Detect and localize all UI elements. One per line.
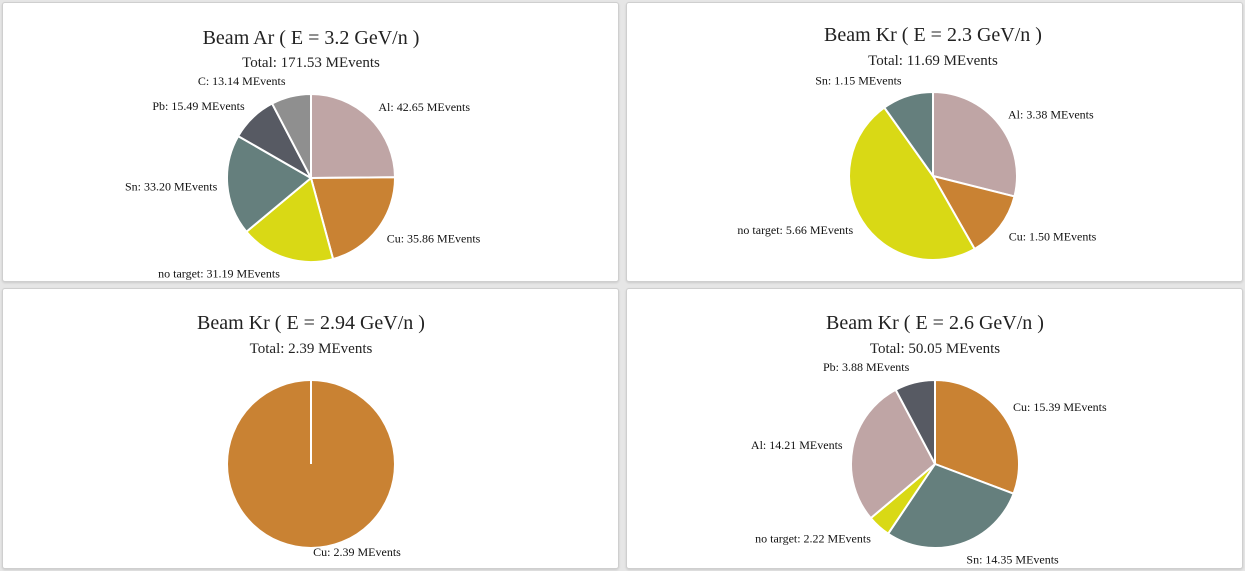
slice-label-al: Al: 14.21 MEvents [751, 438, 843, 452]
slice-label-pb: Pb: 3.88 MEvents [823, 360, 910, 374]
pie-slice-sn[interactable] [883, 91, 934, 177]
slice-label-no-target: no target: 5.66 MEvents [737, 223, 853, 237]
slice-label-no-target: no target: 2.22 MEvents [755, 531, 871, 545]
pie-slice-cu[interactable] [934, 379, 1020, 495]
slice-label-no-target: no target: 31.19 MEvents [158, 266, 280, 280]
pie-slice-sn[interactable] [226, 135, 312, 233]
slice-label-pb: Pb: 15.49 MEvents [152, 99, 245, 113]
chart-panel-3: Beam Kr ( E = 2.6 GeV/n ) Total: 50.05 M… [626, 288, 1243, 569]
pie-slices [848, 91, 1018, 261]
chart-title: Beam Ar ( E = 3.2 GeV/n ) [203, 27, 420, 49]
pie-slice-c[interactable] [271, 93, 312, 179]
chart-panel-2: Beam Kr ( E = 2.94 GeV/n ) Total: 2.39 M… [2, 288, 619, 569]
slice-label-sn: Sn: 1.15 MEvents [815, 74, 902, 88]
pie-slices [226, 379, 396, 549]
chart-title: Beam Kr ( E = 2.3 GeV/n ) [824, 24, 1042, 46]
chart-panel-0: Beam Ar ( E = 3.2 GeV/n ) Total: 171.53 … [2, 2, 619, 282]
pie-slice-no-target[interactable] [245, 177, 335, 263]
pie-chart-1: Beam Kr ( E = 2.3 GeV/n ) Total: 11.69 M… [737, 24, 1097, 261]
slice-label-al: Al: 3.38 MEvents [1008, 108, 1094, 122]
slice-label-sn: Sn: 14.35 MEvents [966, 552, 1059, 566]
chart-subtitle: Total: 11.69 MEvents [868, 53, 998, 69]
pie-labels: Al: 42.65 MEvents Cu: 35.86 MEvents no tar… [125, 74, 481, 280]
slice-label-cu: Cu: 15.39 MEvents [1013, 400, 1107, 414]
slice-label-cu: Cu: 1.50 MEvents [1009, 229, 1097, 243]
chart-subtitle: Total: 50.05 MEvents [870, 341, 1000, 357]
pie-slice-no-target[interactable] [848, 106, 976, 261]
pie-labels: Al: 3.38 MEvents Cu: 1.50 MEvents no targe… [737, 74, 1096, 244]
pie-slice-pb[interactable] [894, 379, 936, 465]
pie-chart-0: Beam Ar ( E = 3.2 GeV/n ) Total: 171.53 … [125, 27, 481, 280]
pie-slice-sn[interactable] [887, 463, 1015, 549]
slice-label-al: Al: 42.65 MEvents [378, 100, 470, 114]
pie-slice-al[interactable] [310, 93, 396, 179]
pie-slices [850, 379, 1020, 549]
pie-labels: Cu: 2.39 MEvents [313, 545, 401, 559]
slice-label-c: C: 13.14 MEvents [198, 74, 286, 88]
pie-chart-3: Beam Kr ( E = 2.6 GeV/n ) Total: 50.05 M… [751, 312, 1107, 566]
pie-slice-al[interactable] [932, 91, 1018, 198]
pie-slice-cu[interactable] [310, 176, 396, 261]
slice-label-cu: Cu: 2.39 MEvents [313, 545, 401, 559]
chart-title: Beam Kr ( E = 2.6 GeV/n ) [826, 312, 1044, 334]
pie-chart-2: Beam Kr ( E = 2.94 GeV/n ) Total: 2.39 M… [197, 312, 425, 559]
slice-label-cu: Cu: 35.86 MEvents [387, 231, 481, 245]
chart-subtitle: Total: 171.53 MEvents [242, 55, 380, 71]
slice-label-sn: Sn: 33.20 MEvents [125, 180, 218, 194]
pie-slices [226, 93, 396, 263]
pie-slice-al[interactable] [850, 388, 936, 520]
pie-slice-cu[interactable] [932, 175, 1016, 250]
chart-title: Beam Kr ( E = 2.94 GeV/n ) [197, 312, 425, 334]
chart-panel-1: Beam Kr ( E = 2.3 GeV/n ) Total: 11.69 M… [626, 2, 1243, 282]
pie-labels: Cu: 15.39 MEvents Sn: 14.35 MEvents no tar… [751, 360, 1107, 566]
chart-subtitle: Total: 2.39 MEvents [250, 341, 373, 357]
